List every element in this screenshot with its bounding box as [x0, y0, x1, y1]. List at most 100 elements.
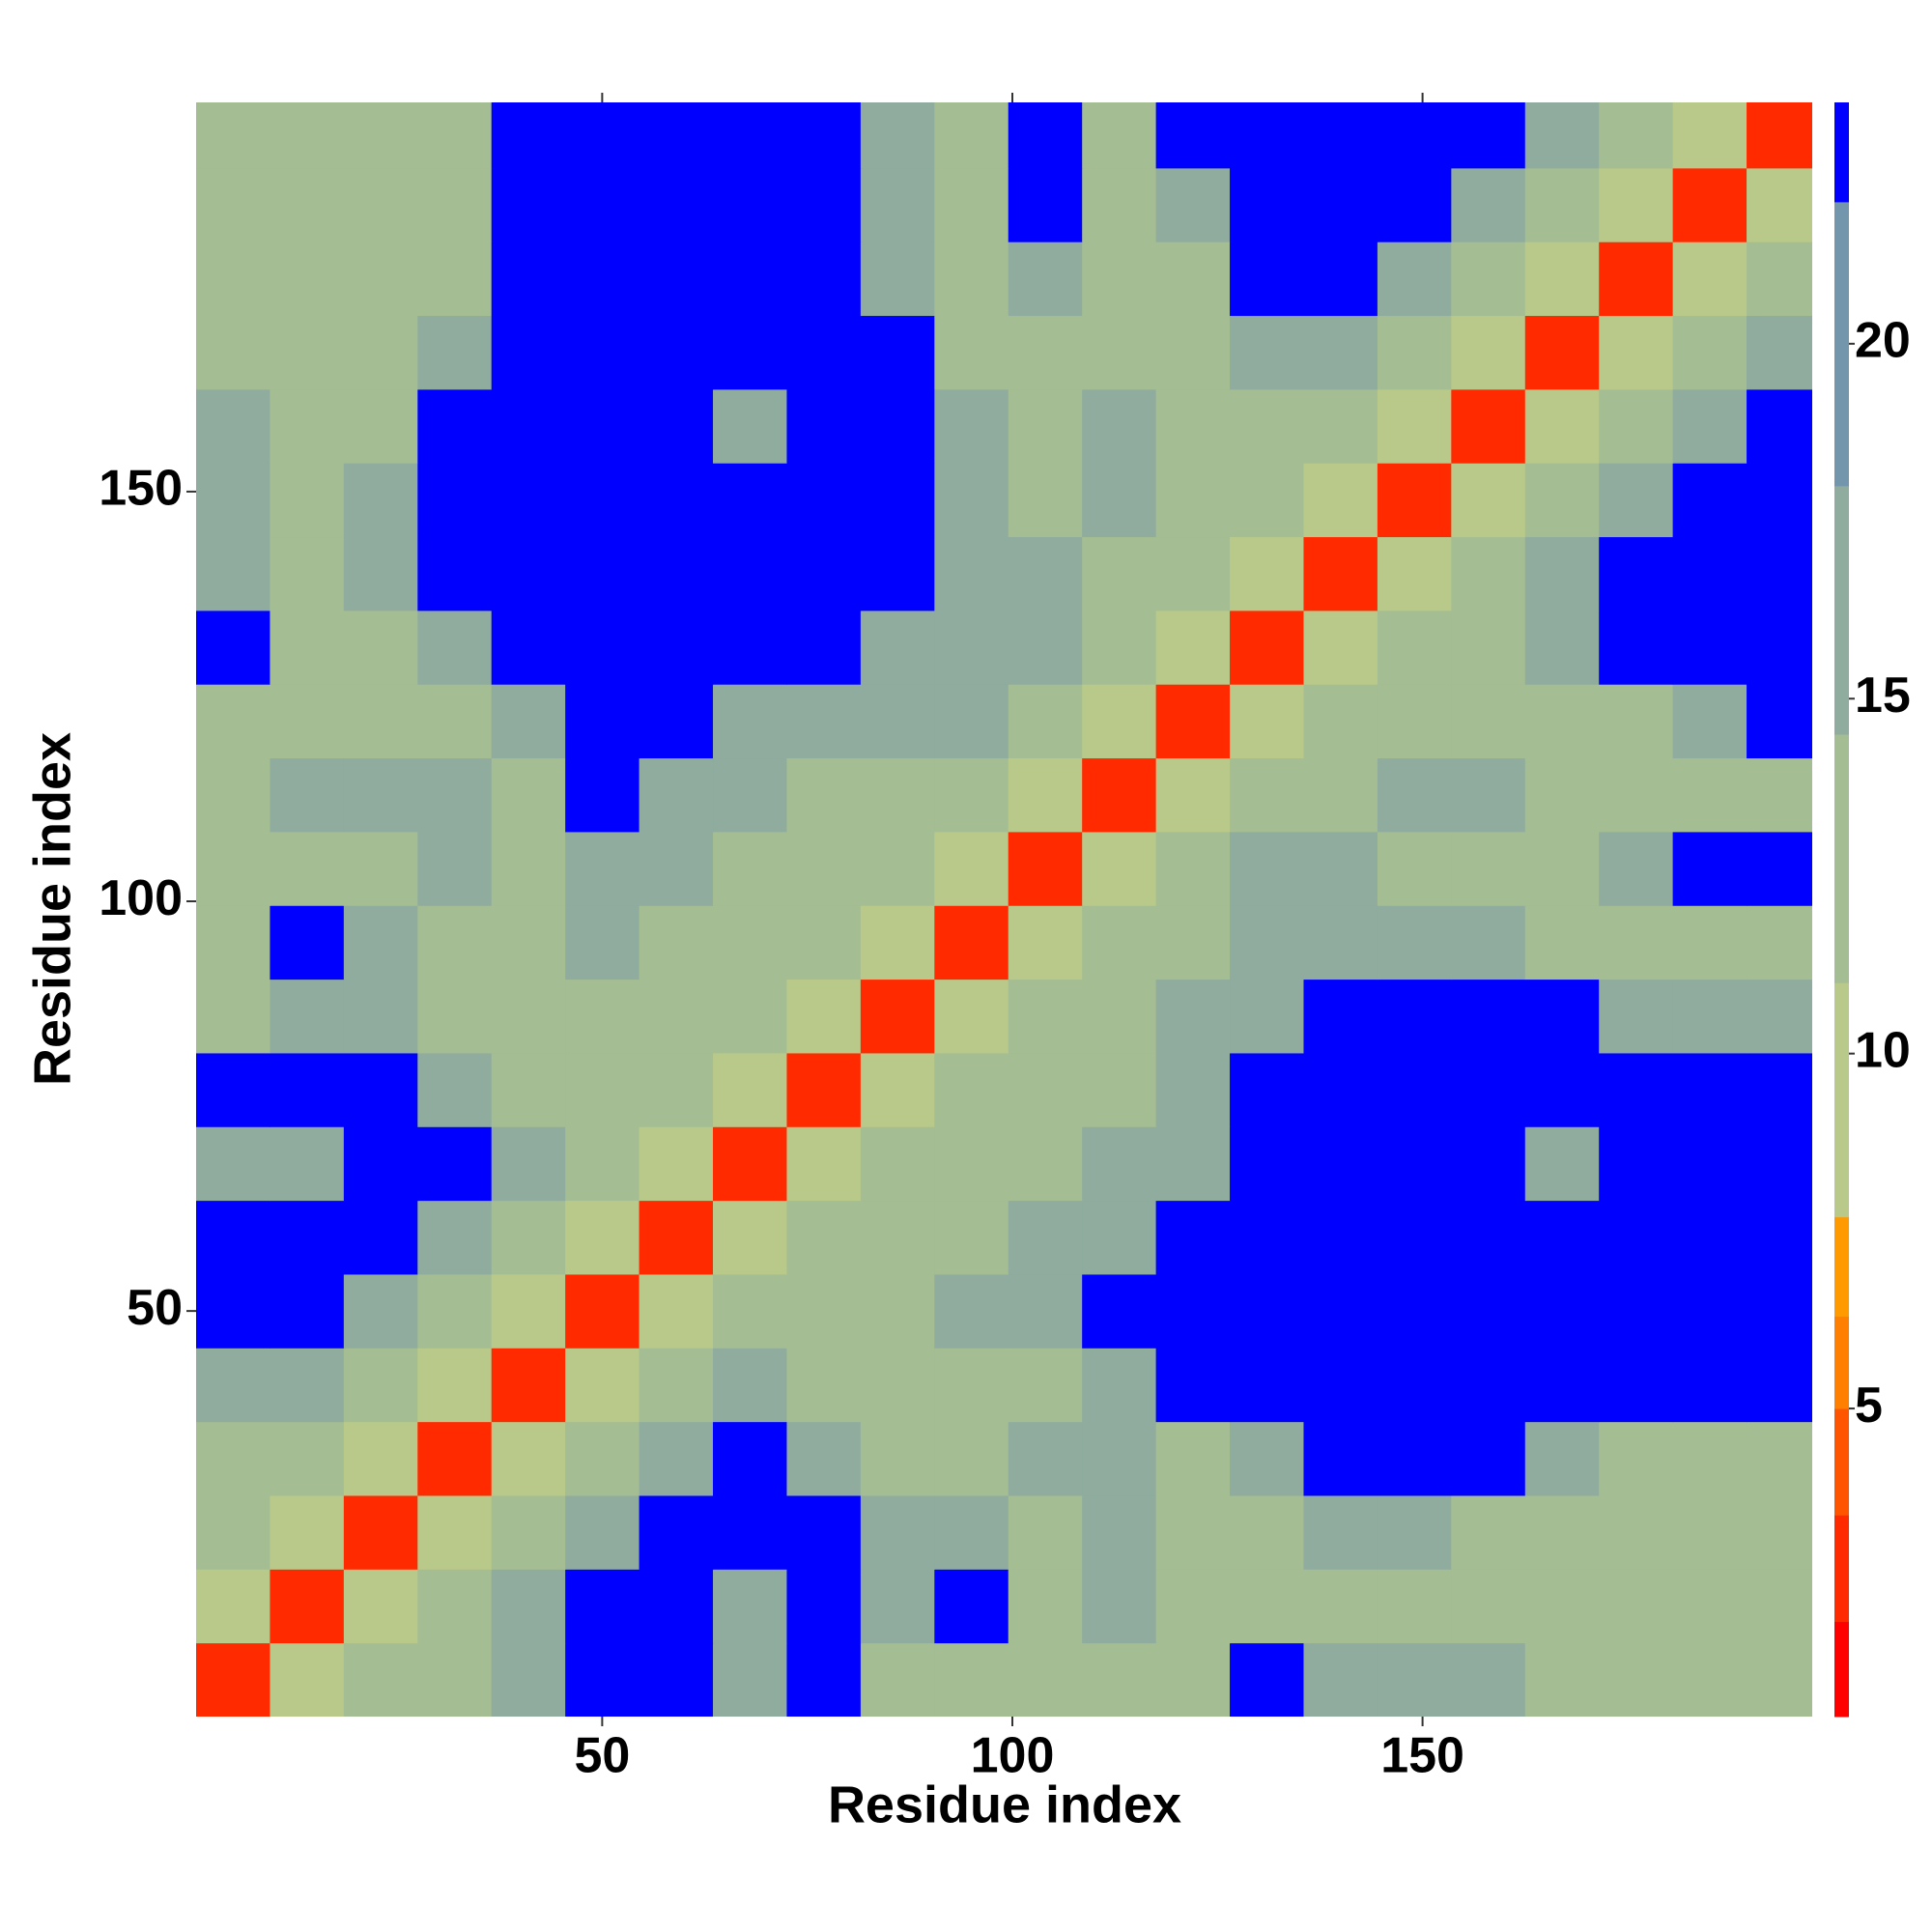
cell [1451, 684, 1526, 759]
cell [1377, 102, 1452, 169]
cell [270, 1421, 345, 1496]
cell [713, 757, 787, 833]
cell [1451, 167, 1526, 242]
cell [1451, 102, 1526, 169]
cell [786, 536, 862, 611]
cell [1451, 1421, 1526, 1496]
cell [1524, 102, 1600, 169]
cell [860, 1421, 935, 1496]
cell [639, 536, 714, 611]
cell [1524, 1273, 1600, 1349]
cell [270, 684, 345, 759]
cell [343, 1421, 418, 1496]
cell [1082, 1421, 1157, 1496]
cell [343, 1348, 418, 1423]
cell [1303, 536, 1378, 611]
cell [786, 979, 862, 1054]
cell [639, 388, 714, 464]
cell [1303, 102, 1378, 169]
cell [1672, 315, 1747, 390]
cell [1303, 905, 1378, 980]
cell [196, 1348, 270, 1423]
y-tick-label: 150 [99, 461, 183, 517]
cell [860, 536, 935, 611]
cell [565, 610, 640, 685]
cell [713, 102, 787, 169]
cell [491, 102, 566, 169]
cell [713, 1052, 787, 1127]
cell [343, 979, 418, 1054]
cell [1672, 905, 1747, 980]
cell [1599, 1200, 1674, 1275]
cell [1303, 167, 1378, 242]
cell [1377, 684, 1452, 759]
cell [1008, 242, 1083, 317]
cell [1377, 831, 1452, 906]
cell [786, 831, 862, 906]
cell [1230, 388, 1304, 464]
cell [196, 315, 270, 390]
cell [713, 1421, 787, 1496]
cell [1008, 684, 1083, 759]
cell [491, 1126, 566, 1202]
cell [1155, 1569, 1231, 1644]
cell [417, 388, 493, 464]
cell [1377, 1348, 1452, 1423]
cell [639, 905, 714, 980]
cell [1524, 388, 1600, 464]
colorbar-band [1834, 733, 1849, 983]
cell [1599, 905, 1674, 980]
cell [270, 536, 345, 611]
cell [934, 167, 1009, 242]
colorbar-band [1834, 1515, 1849, 1623]
cell [1303, 1273, 1378, 1349]
cell [1377, 1200, 1452, 1275]
cell [1524, 757, 1600, 833]
cell [1451, 1348, 1526, 1423]
cell [1230, 757, 1304, 833]
cell [417, 1494, 493, 1570]
cell [860, 1494, 935, 1570]
cell [491, 167, 566, 242]
cell [1082, 1494, 1157, 1570]
cell [639, 1200, 714, 1275]
cell [1672, 1200, 1747, 1275]
cell [639, 315, 714, 390]
cell [639, 1348, 714, 1423]
cell [1155, 979, 1231, 1054]
cell [860, 831, 935, 906]
cell [1524, 463, 1600, 538]
cell [417, 979, 493, 1054]
cell [860, 757, 935, 833]
cell [1082, 388, 1157, 464]
cell [1524, 610, 1600, 685]
cell [491, 1494, 566, 1570]
cell [1672, 102, 1747, 169]
cell [1230, 831, 1304, 906]
cell [713, 315, 787, 390]
cell [1377, 242, 1452, 317]
cell [1599, 1052, 1674, 1127]
cell [1599, 388, 1674, 464]
cell [639, 757, 714, 833]
cell [1303, 463, 1378, 538]
colorbar-tick-label: 15 [1855, 668, 1911, 724]
cell [343, 167, 418, 242]
colorbar-band [1834, 102, 1849, 203]
cell [565, 536, 640, 611]
colorbar-tick-label: 10 [1855, 1022, 1911, 1078]
colorbar-band [1834, 982, 1849, 1218]
cell [934, 102, 1009, 169]
cell [1082, 102, 1157, 169]
cell [270, 1348, 345, 1423]
cell [713, 1569, 787, 1644]
cell [1230, 463, 1304, 538]
cell [1747, 610, 1812, 685]
cell [1451, 315, 1526, 390]
cell [417, 1200, 493, 1275]
cell [270, 979, 345, 1054]
cell [1451, 757, 1526, 833]
cell [1451, 1200, 1526, 1275]
cell [1082, 536, 1157, 611]
cell [639, 242, 714, 317]
